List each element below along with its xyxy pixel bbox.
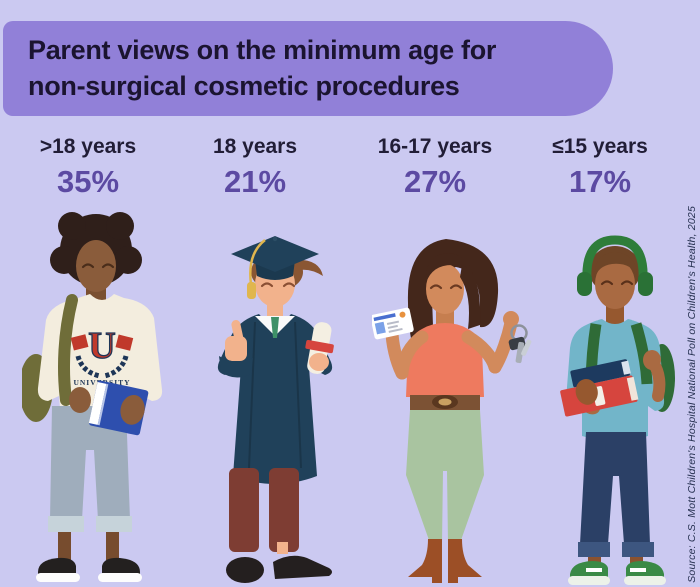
jean-cuff (96, 516, 132, 532)
source-credit: Source: C.S. Mott Children's Hospital Na… (686, 206, 698, 583)
right-hand (120, 394, 145, 425)
pant-leg (229, 468, 259, 552)
gown-fold (294, 321, 302, 469)
car-keys (508, 324, 532, 364)
jeans (580, 432, 650, 544)
headphones (577, 235, 653, 296)
hair-swoosh (293, 259, 323, 276)
slip-on-shoes (36, 557, 142, 582)
right-fist (643, 350, 661, 370)
thumbs-up-hand (219, 320, 253, 378)
stat-value: 21% (223, 164, 287, 199)
university-logo-letter: U (88, 325, 115, 367)
left-hand (69, 387, 91, 413)
title-line-1: Parent views on the minimum age for (28, 35, 497, 66)
right-hand (503, 311, 519, 327)
stat-over-18: >18 years 35% (8, 135, 168, 200)
jean-cuff (622, 542, 654, 557)
stat-label: 18 years (212, 135, 298, 158)
backpack-strap (58, 294, 78, 406)
jeans (50, 406, 130, 520)
ankle (58, 532, 71, 560)
graduate-illustration (217, 236, 334, 583)
tassel (247, 282, 256, 299)
closed-eyes (81, 263, 115, 269)
sage-pants (406, 410, 484, 543)
stat-value: 27% (403, 164, 467, 199)
diploma-hand (309, 353, 329, 371)
gown-fold (248, 321, 256, 469)
hair-side-lock (460, 265, 481, 329)
figure-teen (540, 228, 695, 587)
stat-label: 16-17 years (377, 135, 493, 158)
face (76, 240, 116, 292)
page-title: Parent views on the minimum age for non-… (28, 33, 613, 103)
left-hand (575, 379, 598, 405)
stat-16-17: 16-17 years 27% (355, 135, 515, 200)
hair-fringe (594, 252, 638, 280)
title-banner: Parent views on the minimum age for non-… (3, 21, 613, 116)
stat-value: 17% (568, 164, 632, 199)
figure-university-student: U UNIVERSITY (22, 210, 182, 587)
tassel-cord (249, 239, 266, 285)
hair-fringe (425, 253, 474, 287)
drivers-license-card (372, 307, 414, 340)
teen-illustration (560, 235, 675, 585)
title-line-2: non-surgical cosmetic procedures (28, 70, 460, 101)
heeled-boots (408, 539, 482, 583)
blue-book (88, 380, 149, 436)
jean-cuff (48, 516, 84, 532)
books (560, 359, 639, 417)
university-student-illustration: U UNIVERSITY (22, 212, 163, 582)
young-woman-illustration (372, 239, 532, 583)
closed-eyes (260, 282, 296, 288)
stat-label: >18 years (39, 135, 137, 158)
dress-shoes (226, 555, 332, 583)
green-sneakers (568, 561, 666, 585)
stat-18: 18 years 21% (175, 135, 335, 200)
pant-leg (269, 468, 299, 552)
stat-value: 35% (56, 164, 120, 199)
backpack-strap-right (630, 322, 653, 385)
closed-eyes (429, 284, 463, 290)
neck (606, 304, 624, 324)
face (595, 259, 635, 309)
tie (271, 317, 279, 338)
figure-young-woman (372, 225, 547, 587)
ankle (277, 542, 288, 554)
figure-graduate (195, 210, 365, 587)
face (426, 264, 464, 314)
ankle (106, 532, 119, 560)
mortarboard-cap (231, 236, 319, 299)
jean-cuff (578, 542, 610, 557)
belt-buckle-center (438, 398, 452, 406)
stat-label: ≤15 years (552, 135, 648, 158)
closed-eyes (600, 280, 634, 286)
stat-15-or-less: ≤15 years 17% (520, 135, 680, 200)
